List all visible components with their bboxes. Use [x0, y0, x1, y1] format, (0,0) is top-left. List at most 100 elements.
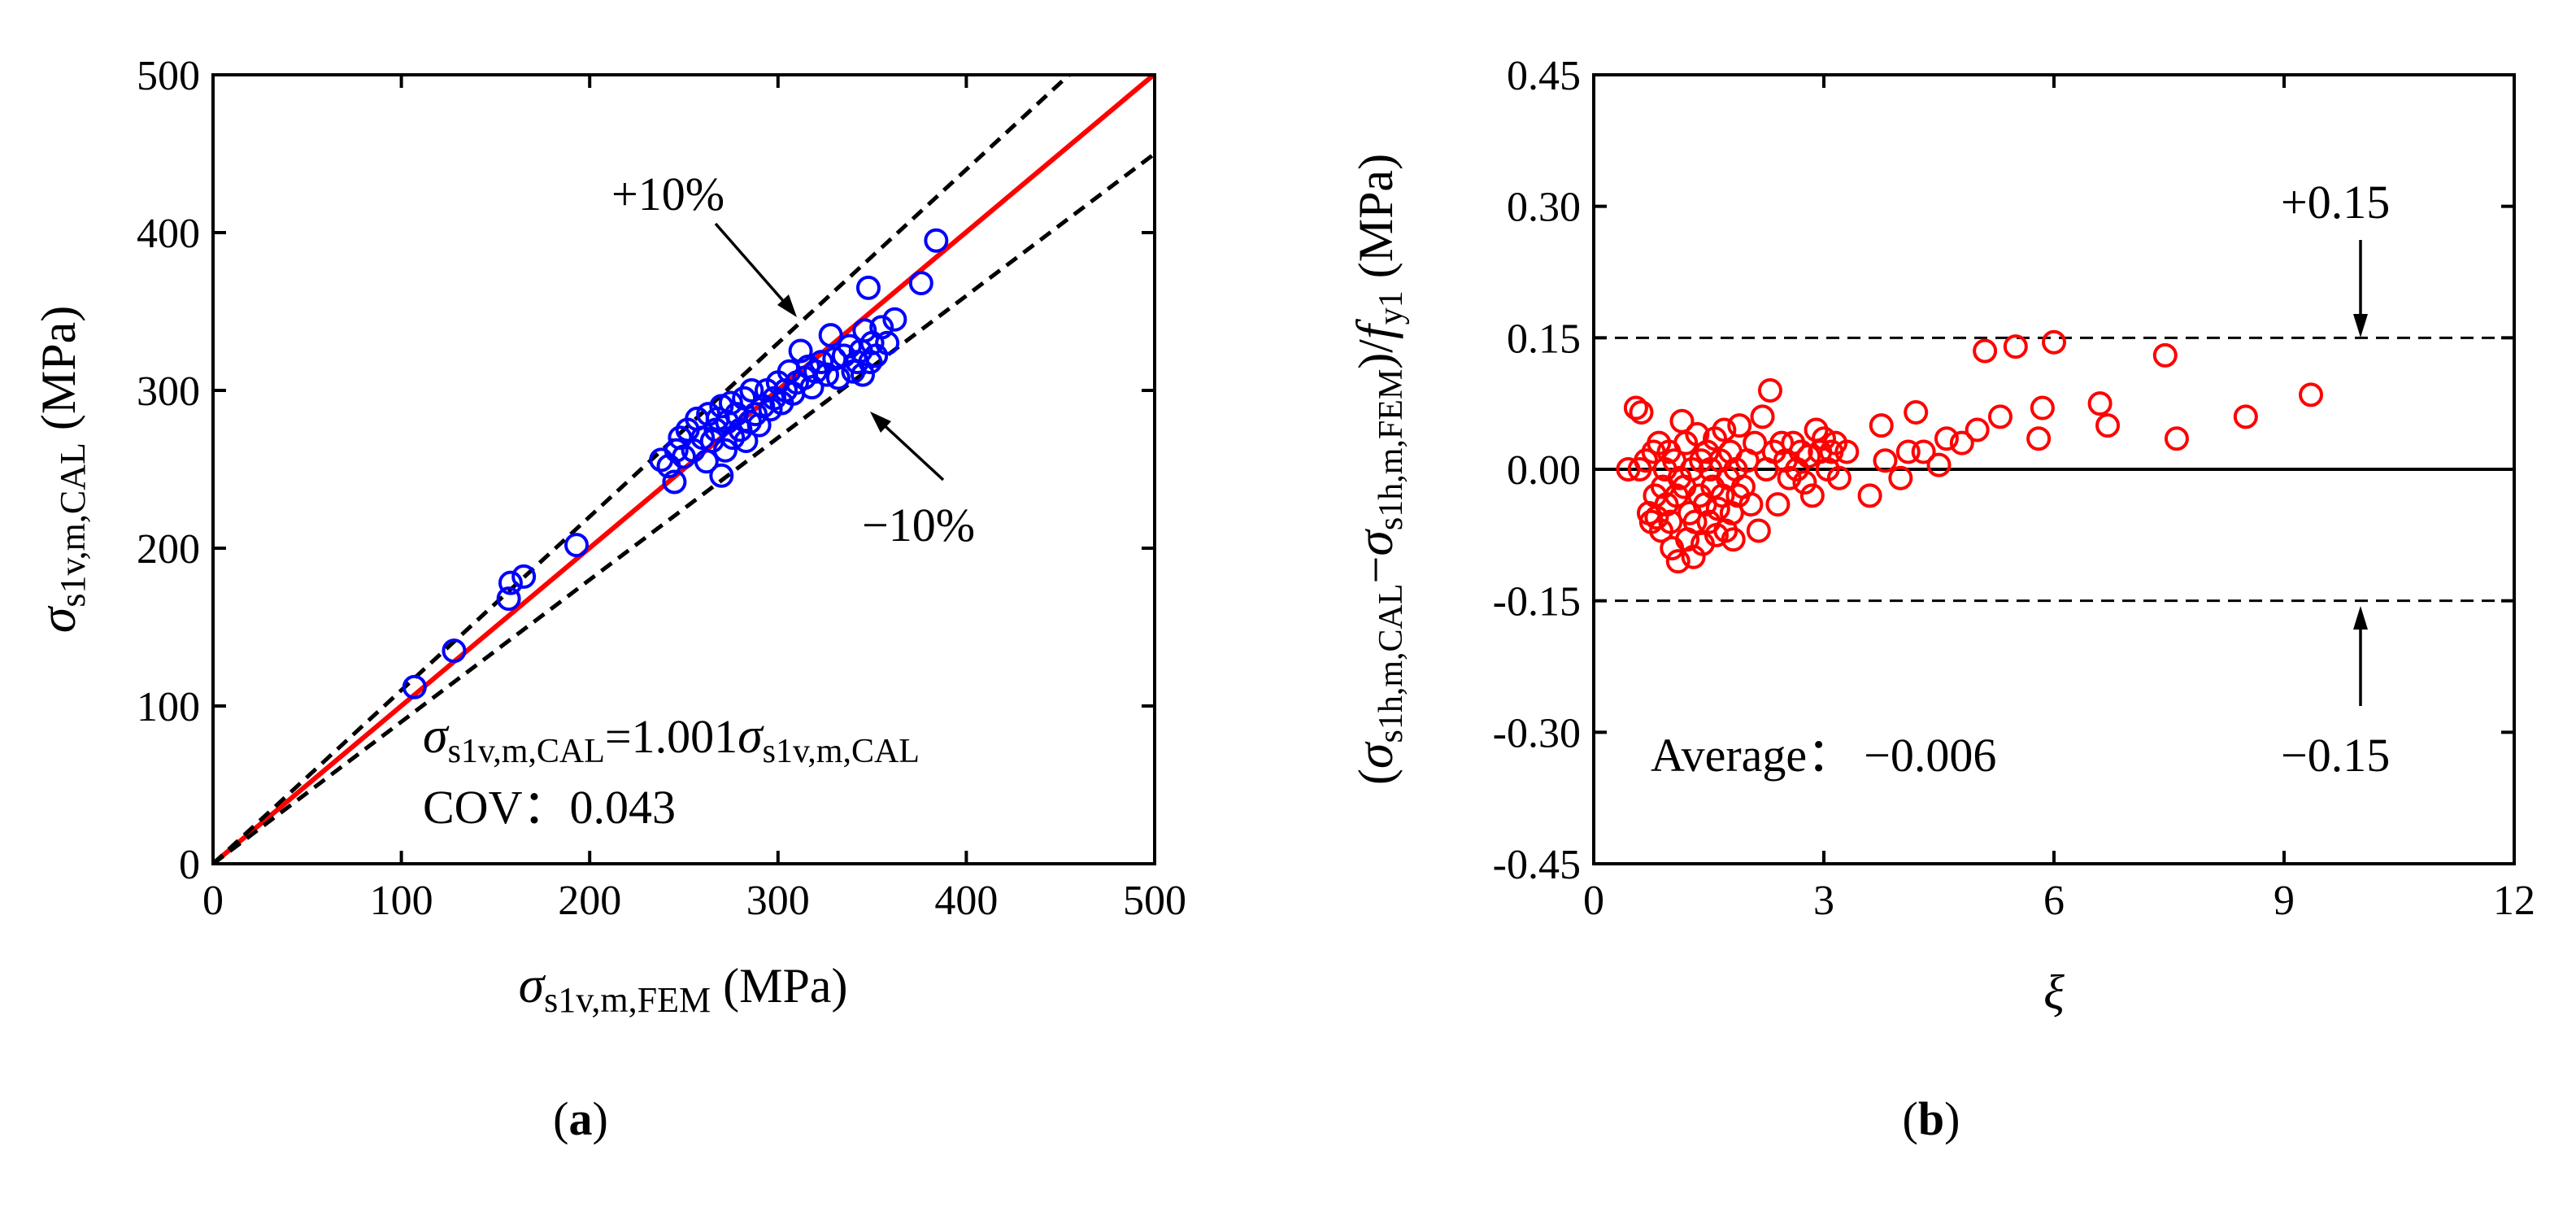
data-point — [743, 402, 768, 427]
x-tick-label: 3 — [1813, 878, 1834, 924]
data-point — [511, 564, 537, 589]
data-point — [1965, 417, 1990, 442]
data-point — [720, 425, 746, 451]
minus015-label: −0.15 — [2281, 729, 2390, 782]
data-point — [825, 365, 851, 390]
data-point — [1757, 378, 1782, 403]
minus10-arrow — [877, 418, 945, 481]
data-point — [1792, 470, 1817, 495]
data-point — [1750, 404, 1775, 429]
y-tick-label: 100 — [137, 684, 200, 730]
x-tick-label: 100 — [370, 878, 433, 924]
data-point — [2026, 426, 2052, 451]
data-point — [1949, 430, 1974, 455]
data-point — [2152, 342, 2178, 368]
data-point — [1665, 549, 1690, 574]
y-tick-label: 500 — [137, 53, 200, 99]
data-point — [2003, 334, 2028, 359]
plus10-label: +10% — [611, 168, 724, 220]
data-point — [1743, 430, 1768, 455]
data-point — [664, 438, 689, 463]
y-tick-label: 0.00 — [1507, 447, 1581, 494]
y-tick-label: 400 — [137, 211, 200, 257]
panel-b: 0 3 6 9 12 -0.45 -0.30 -0.15 0.00 0.15 0.30 0.45 +0… — [1346, 53, 2535, 1145]
data-point — [1799, 483, 1825, 508]
data-point — [1987, 404, 2012, 429]
x-tick-label: 6 — [2043, 878, 2065, 924]
data-point — [1623, 395, 1648, 420]
data-point — [852, 318, 877, 343]
y-tick-label: 0.30 — [1507, 185, 1581, 231]
data-point — [2299, 382, 2324, 407]
data-point — [1769, 430, 1795, 455]
data-point — [2164, 426, 2189, 451]
minus10-arrowhead — [870, 412, 891, 433]
data-point — [875, 330, 900, 355]
panel-b-points — [1616, 329, 2324, 574]
data-point — [2087, 391, 2113, 416]
data-point — [1904, 399, 1929, 425]
data-point — [1857, 483, 1882, 508]
x-tick-label: 9 — [2274, 878, 2295, 924]
y-tick-label: 0.45 — [1507, 53, 1581, 99]
data-point — [1873, 448, 1898, 473]
panel-b-x-label: ξ — [2043, 965, 2065, 1019]
data-point — [1973, 338, 1998, 364]
x-tick-label: 400 — [934, 878, 998, 924]
data-point — [2042, 329, 2066, 355]
y-tick-label: 300 — [137, 368, 200, 415]
panel-a: 0 100 200 300 400 500 0 100 200 300 400 500 +10% −1… — [28, 53, 1186, 1145]
y-tick-label: -0.30 — [1493, 710, 1581, 756]
ref-line-10 — [213, 75, 1073, 864]
data-point — [1705, 496, 1730, 521]
data-point — [818, 323, 843, 348]
data-point — [855, 275, 881, 300]
panel-a-points — [402, 228, 949, 699]
data-point — [1926, 452, 1952, 477]
caption-a: (a) — [553, 1092, 608, 1145]
data-point — [1738, 492, 1764, 517]
data-point — [908, 271, 933, 296]
data-point — [1834, 439, 1860, 464]
ref-line-10 — [213, 152, 1155, 864]
minus015-arrowhead — [2353, 606, 2368, 630]
x-tick-label: 300 — [746, 878, 810, 924]
data-point — [809, 350, 834, 375]
panel-a-frame — [211, 73, 1156, 865]
cov-text: COV：0.043 — [423, 781, 676, 834]
panel-a-reference-lines — [213, 75, 1155, 864]
data-point — [1727, 413, 1752, 438]
data-point — [799, 375, 825, 400]
x-tick-label: 0 — [1583, 878, 1604, 924]
data-point — [496, 586, 521, 612]
data-point — [564, 533, 589, 558]
data-point — [1888, 465, 1913, 490]
panel-a-y-label: σs1v,m,CAL (MPa) — [28, 306, 93, 633]
data-point — [2233, 404, 2258, 429]
data-point — [1869, 413, 1894, 438]
y-tick-label: -0.45 — [1493, 842, 1581, 888]
data-point — [1629, 399, 1654, 425]
ref-line-fit — [213, 75, 1155, 864]
x-tick-label: 500 — [1123, 878, 1186, 924]
y-tick-label: 200 — [137, 526, 200, 573]
data-point — [712, 438, 738, 463]
data-point — [858, 350, 883, 375]
data-point — [1812, 426, 1836, 451]
panel-a-x-label: σs1v,m,FEM (MPa) — [519, 956, 848, 1020]
data-point — [1934, 426, 1959, 451]
data-point — [2030, 395, 2055, 420]
minus10-label: −10% — [862, 499, 975, 551]
caption-b: (b) — [1903, 1092, 1960, 1145]
x-tick-label: 200 — [558, 878, 621, 924]
x-tick-label: 0 — [202, 878, 224, 924]
average-text: Average： −0.006 — [1651, 729, 1996, 782]
panel-a-ticks: 0 100 200 300 400 500 0 100 200 300 400 500 — [137, 53, 1186, 924]
data-point — [882, 307, 907, 332]
panel-b-ticks: 0 3 6 9 12 -0.45 -0.30 -0.15 0.00 0.15 0.30 0.45 — [1493, 53, 2535, 924]
data-point — [1746, 518, 1771, 543]
data-point — [1826, 465, 1852, 490]
data-point — [1765, 492, 1791, 517]
y-tick-label: 0.15 — [1507, 316, 1581, 362]
